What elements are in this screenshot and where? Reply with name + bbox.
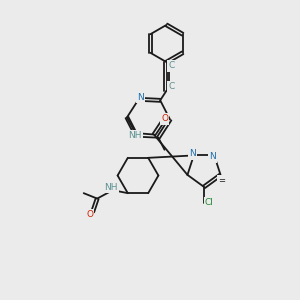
Text: O: O: [86, 210, 93, 219]
Text: O: O: [161, 114, 168, 123]
Text: NH: NH: [105, 183, 118, 192]
Text: =: =: [218, 176, 225, 185]
Text: N: N: [209, 152, 216, 161]
Text: N: N: [189, 149, 196, 158]
Text: NH: NH: [129, 131, 142, 140]
Text: N: N: [137, 93, 143, 102]
Text: C: C: [169, 82, 175, 91]
Text: Cl: Cl: [205, 198, 214, 207]
Text: C: C: [169, 61, 175, 70]
